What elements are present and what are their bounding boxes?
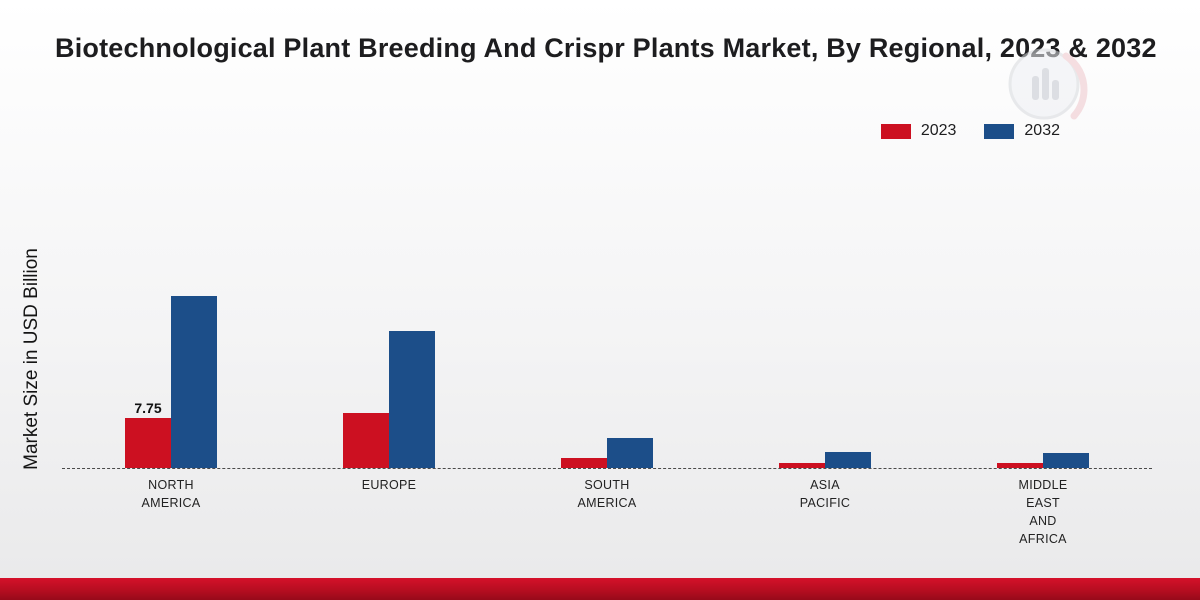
category-label-south-america: SOUTH AMERICA [577, 478, 637, 511]
bar-2032-europe [389, 331, 435, 468]
legend-item-2023: 2023 [880, 122, 957, 140]
barwrap-2032-north-america [171, 296, 217, 468]
bar-group-south-america: SOUTH AMERICA [498, 162, 716, 552]
bars-europe [343, 162, 435, 468]
legend-swatch-2032 [984, 123, 1015, 139]
category-label-asia-pacific: ASIA PACIFIC [799, 478, 851, 511]
category-label-middle-east-and-africa: MIDDLE EAST AND AFRICA [1018, 478, 1068, 547]
y-axis-label: Market Size in USD Billion [21, 248, 42, 470]
bar-group-north-america: 7.75 NORTH AMERICA [62, 162, 280, 552]
barwrap-2032-europe [389, 331, 435, 468]
bar-2032-middle-east-and-africa [1043, 453, 1089, 468]
bar-2023-middle-east-and-africa [997, 463, 1043, 468]
plot-area: 7.75 NORTH AMERICA EUROPE SOUTH AMERICA ASIA PA… [62, 162, 1152, 552]
bars-north-america: 7.75 [125, 162, 217, 468]
bar-2023-asia-pacific [779, 463, 825, 468]
legend-label-2023: 2023 [920, 122, 957, 139]
value-label-2023-north-america: 7.75 [134, 400, 162, 416]
legend-item-2032: 2032 [984, 122, 1060, 140]
bar-2023-europe [343, 413, 389, 468]
bar-group-asia-pacific: ASIA PACIFIC [716, 162, 934, 552]
chart-legend: 2023 2032 [880, 122, 1060, 140]
bar-2032-south-america [607, 438, 653, 468]
zero-baseline [62, 468, 1152, 469]
chart-title: Biotechnological Plant Breeding And Cris… [55, 33, 1157, 63]
legend-swatch-2023 [880, 123, 911, 139]
barwrap-2023-south-america [561, 458, 607, 468]
barwrap-2032-middle-east-and-africa [1043, 453, 1089, 468]
barwrap-2032-asia-pacific [825, 452, 871, 468]
category-label-europe: EUROPE [361, 478, 417, 492]
bar-group-europe: EUROPE [280, 162, 498, 552]
barwrap-2023-north-america: 7.75 [125, 400, 171, 468]
barwrap-2023-middle-east-and-africa [997, 463, 1043, 468]
bar-2032-asia-pacific [825, 452, 871, 468]
bar-2023-south-america [561, 458, 607, 468]
bar-2023-north-america [125, 418, 171, 468]
bars-middle-east-and-africa [997, 162, 1089, 468]
bars-south-america [561, 162, 653, 468]
barwrap-2023-asia-pacific [779, 463, 825, 468]
category-label-north-america: NORTH AMERICA [141, 478, 201, 511]
barwrap-2032-south-america [607, 438, 653, 468]
bars-asia-pacific [779, 162, 871, 468]
bar-groups: 7.75 NORTH AMERICA EUROPE SOUTH AMERICA ASIA PA… [62, 162, 1152, 552]
legend-label-2032: 2032 [1024, 122, 1060, 139]
bar-2032-north-america [171, 296, 217, 468]
footer-red-strip [0, 578, 1200, 600]
bar-group-middle-east-and-africa: MIDDLE EAST AND AFRICA [934, 162, 1152, 552]
barwrap-2023-europe [343, 413, 389, 468]
